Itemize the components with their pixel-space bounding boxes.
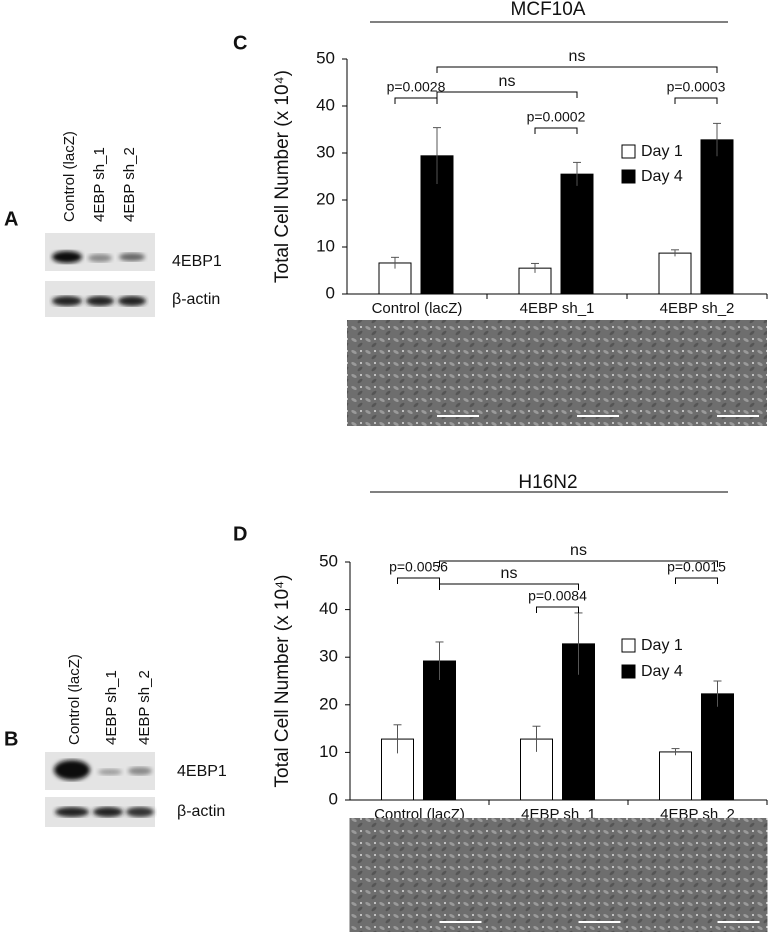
legend-label: Day 4	[641, 168, 683, 185]
lane-label: 4EBP sh_1	[91, 147, 108, 222]
bar	[423, 660, 456, 801]
legend-label: Day 1	[641, 143, 683, 160]
micrograph	[349, 818, 490, 932]
y-axis-label: Total Cell Number (x 10⁴)	[272, 70, 293, 283]
y-tick-label: 40	[316, 95, 335, 114]
lane-label: 4EBP sh_2	[121, 147, 138, 222]
chart-title: H16N2	[518, 472, 577, 493]
micrograph	[627, 818, 768, 932]
y-axis-label: Total Cell Number (x 10⁴)	[272, 574, 293, 787]
annotation: p=0.0015	[667, 559, 726, 575]
lane-label: Control (lacZ)	[66, 654, 83, 745]
legend-label: Day 4	[641, 663, 683, 680]
band	[52, 251, 82, 263]
y-tick-label: 10	[316, 236, 335, 255]
annotation: ns	[501, 565, 518, 582]
band	[54, 760, 90, 780]
x-tick-label: 4EBP sh_2	[660, 300, 735, 317]
blot-b: B Control (lacZ) 4EBP sh_1 4EBP sh_2 4EB…	[4, 654, 227, 827]
bracket	[394, 97, 438, 104]
legend-swatch	[621, 169, 636, 184]
y-tick-label: 20	[319, 694, 338, 713]
bracket	[674, 97, 718, 104]
annotation: ns	[570, 542, 587, 559]
panel-letter: A	[4, 208, 18, 230]
micrograph	[488, 818, 629, 932]
micrograph	[627, 320, 767, 426]
annotation: p=0.0028	[387, 79, 446, 95]
annotation: p=0.0084	[528, 588, 587, 604]
legend-swatch	[621, 144, 636, 159]
legend-swatch	[621, 638, 636, 653]
annotation: ns	[569, 48, 586, 65]
bracket	[436, 66, 718, 73]
annotation: p=0.0056	[389, 559, 448, 575]
bracket	[436, 91, 578, 98]
annotation: p=0.0003	[667, 79, 726, 95]
micrograph	[347, 320, 487, 426]
bar	[701, 693, 734, 801]
band	[118, 296, 146, 306]
band	[52, 296, 82, 306]
x-tick-label: Control (lacZ)	[372, 300, 463, 317]
annotation: p=0.0002	[527, 109, 586, 125]
row-label: β-actin	[177, 803, 225, 820]
band	[55, 807, 89, 817]
bar	[700, 139, 734, 295]
y-tick-label: 50	[316, 48, 335, 67]
bar	[658, 252, 692, 295]
band	[126, 807, 154, 817]
bracket	[536, 606, 579, 613]
lane-label: 4EBP sh_2	[136, 670, 153, 745]
micrograph	[487, 320, 627, 426]
band	[98, 769, 122, 775]
row-label: 4EBP1	[172, 253, 222, 270]
bracket	[397, 577, 440, 584]
band	[88, 254, 112, 262]
panel-letter: D	[233, 523, 247, 545]
legend-swatch	[621, 664, 636, 679]
y-tick-label: 0	[329, 789, 338, 808]
band	[86, 296, 114, 306]
panel-letter: B	[4, 728, 18, 750]
annotation: ns	[499, 73, 516, 90]
bar	[560, 173, 594, 295]
y-tick-label: 0	[326, 283, 335, 302]
bracket	[534, 127, 578, 134]
y-tick-label: 10	[319, 742, 338, 761]
band	[93, 807, 123, 817]
bracket	[439, 560, 718, 567]
legend-label: Day 1	[641, 637, 683, 654]
blot-a: A Control (lacZ) 4EBP sh_1 4EBP sh_2 4EB…	[4, 131, 222, 317]
y-tick-label: 30	[319, 647, 338, 666]
row-label: 4EBP1	[177, 763, 227, 780]
x-tick-label: 4EBP sh_1	[520, 300, 595, 317]
bracket	[439, 583, 579, 590]
chart-title: MCF10A	[511, 0, 586, 20]
band	[119, 253, 145, 261]
y-tick-label: 40	[319, 599, 338, 618]
bar	[659, 751, 692, 801]
lane-label: 4EBP sh_1	[103, 670, 120, 745]
bracket	[675, 577, 718, 584]
panel-letter: C	[233, 32, 247, 54]
y-tick-label: 50	[319, 551, 338, 570]
y-tick-label: 20	[316, 189, 335, 208]
band	[128, 767, 152, 775]
row-label: β-actin	[172, 291, 220, 308]
lane-label: Control (lacZ)	[61, 131, 78, 222]
y-tick-label: 30	[316, 142, 335, 161]
